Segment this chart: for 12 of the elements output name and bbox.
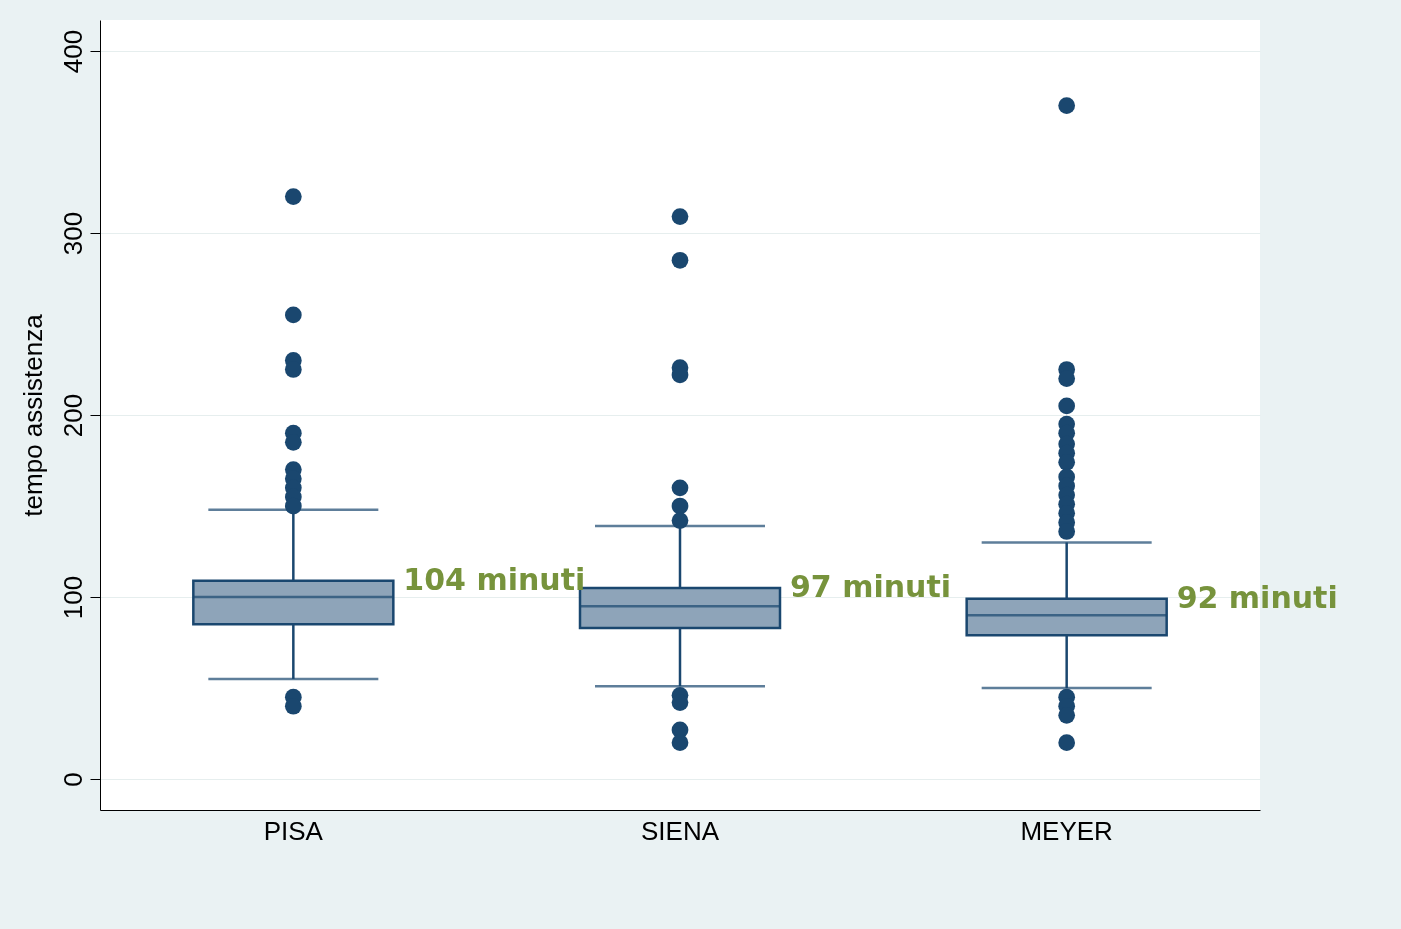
y-tick-label: 400 — [57, 29, 88, 74]
y-axis-title: tempo assistenza — [17, 313, 48, 517]
y-tick-label: 0 — [57, 772, 88, 787]
annotation: 97 minuti — [790, 568, 952, 604]
x-tick-label: MEYER — [1020, 815, 1113, 846]
x-tick-label: SIENA — [640, 815, 720, 846]
y-tick-label: 300 — [57, 211, 88, 256]
annotation: 104 minuti — [403, 561, 586, 597]
y-tick-label: 100 — [57, 575, 88, 620]
y-tick-label: 200 — [57, 393, 88, 438]
x-tick-label: PISA — [263, 815, 324, 846]
annotation: 92 minuti — [1176, 579, 1338, 615]
